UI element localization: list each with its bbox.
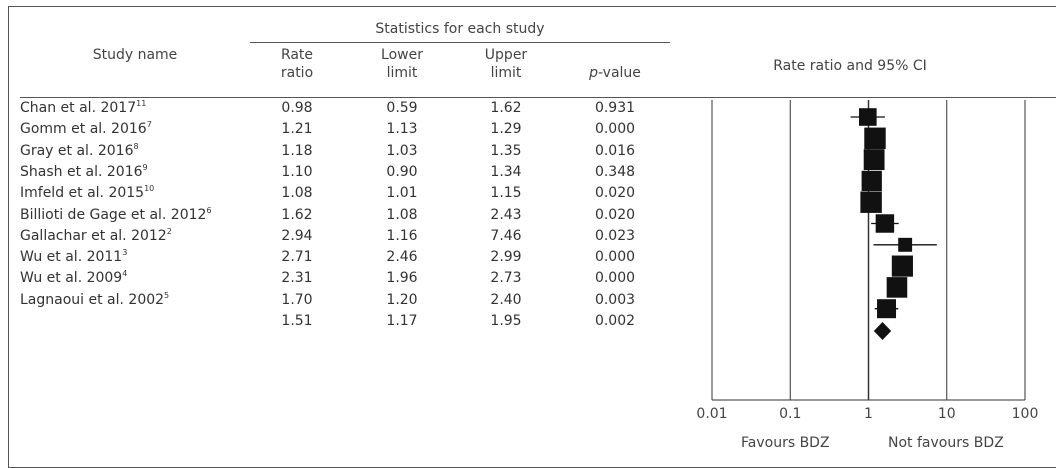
study-name: Gray et al. 20168 — [20, 141, 139, 159]
lower-limit-cell: 1.01 — [386, 185, 418, 202]
p-value-cell: 0.020 — [594, 185, 636, 202]
rate-ratio-cell: 2.71 — [281, 249, 313, 266]
favours-left-label: Favours BDZ — [741, 435, 830, 451]
upper-limit-cell: 1.15 — [490, 185, 522, 202]
x-tick-label: 1 — [864, 406, 873, 422]
study-name: Wu et al. 20094 — [20, 269, 128, 287]
upper-limit-cell: 7.46 — [490, 227, 522, 244]
upper-limit-cell: 1.34 — [490, 163, 522, 180]
rate-ratio-header: Rate ratio — [280, 47, 314, 81]
lower-limit-cell: 1.20 — [386, 291, 418, 308]
upper-limit-cell: 2.43 — [490, 206, 522, 223]
lower-limit-cell: 1.96 — [386, 270, 418, 287]
lower-limit-header: Lower limit — [381, 47, 423, 81]
p-value-cell: 0.003 — [594, 291, 636, 308]
lower-limit-cell: 0.59 — [386, 100, 418, 116]
summary-diamond — [873, 322, 892, 340]
study-name: Shash et al. 20169 — [20, 162, 148, 180]
study-name: Gallachar et al. 20122 — [20, 226, 172, 244]
upper-limit-cell: 1.62 — [490, 100, 522, 116]
upper-limit-cell: 1.35 — [490, 142, 522, 159]
summary-upper-limit: 1.95 — [490, 313, 522, 329]
p-value-cell: 0.016 — [594, 142, 636, 159]
x-tick-label: 0.01 — [696, 406, 728, 422]
upper-limit-cell: 2.40 — [490, 291, 522, 308]
study-name: Wu et al. 20113 — [20, 248, 128, 266]
study-name: Imfeld et al. 201510 — [20, 184, 155, 202]
lower-limit-cell: 0.90 — [386, 163, 418, 180]
point-estimate-marker — [859, 108, 877, 126]
header-underline — [20, 97, 1056, 98]
study-name: Lagnaoui et al. 20025 — [20, 290, 170, 308]
point-estimate-marker — [875, 214, 895, 233]
p-value-header: p-value — [589, 65, 641, 81]
rate-ratio-cell: 2.94 — [281, 227, 313, 244]
upper-limit-header: Upper limit — [484, 47, 528, 81]
rate-ratio-cell: 2.31 — [281, 270, 313, 287]
point-estimate-marker — [877, 299, 897, 319]
point-estimate-marker — [861, 170, 882, 192]
p-value-cell: 0.931 — [594, 100, 636, 116]
point-estimate-marker — [860, 191, 882, 213]
rate-ratio-cell: 1.18 — [281, 142, 313, 159]
study-name: Chan et al. 201711 — [20, 99, 147, 117]
upper-limit-cell: 2.73 — [490, 270, 522, 287]
study-name: Gomm et al. 20167 — [20, 120, 152, 138]
lower-limit-cell: 2.46 — [386, 249, 418, 266]
favours-right-label: Not favours BDZ — [888, 435, 1004, 451]
point-estimate-marker — [898, 237, 913, 252]
p-value-cell: 0.000 — [594, 121, 636, 138]
rate-ratio-cell: 1.70 — [281, 291, 313, 308]
lower-limit-cell: 1.13 — [386, 121, 418, 138]
x-tick-label: 100 — [1011, 406, 1039, 422]
study-name: Billioti de Gage et al. 20126 — [20, 205, 212, 223]
statistics-group-label: Statistics for each study — [375, 21, 545, 37]
rate-ratio-cell: 1.08 — [281, 185, 313, 202]
upper-limit-cell: 2.99 — [490, 249, 522, 266]
point-estimate-marker — [891, 255, 913, 277]
summary-rate-ratio: 1.51 — [281, 313, 313, 329]
p-value-cell: 0.348 — [594, 163, 636, 180]
p-value-cell: 0.023 — [594, 227, 636, 244]
summary-p-value: 0.002 — [594, 313, 636, 329]
plot-title: Rate ratio and 95% CI — [773, 58, 927, 74]
lower-limit-cell: 1.16 — [386, 227, 418, 244]
lower-limit-cell: 1.03 — [386, 142, 418, 159]
study-name-header: Study name — [92, 47, 178, 63]
p-value-cell: 0.000 — [594, 249, 636, 266]
rate-ratio-cell: 1.62 — [281, 206, 313, 223]
point-estimate-marker — [886, 277, 908, 298]
p-value-cell: 0.020 — [594, 206, 636, 223]
rate-ratio-cell: 1.21 — [281, 121, 313, 138]
x-tick-label: 0.1 — [779, 406, 802, 422]
point-estimate-marker — [863, 149, 885, 171]
point-estimate-marker — [864, 127, 886, 150]
summary-lower-limit: 1.17 — [386, 313, 418, 329]
rate-ratio-cell: 1.10 — [281, 163, 313, 180]
rate-ratio-cell: 0.98 — [281, 100, 313, 116]
p-value-cell: 0.000 — [594, 270, 636, 287]
x-tick-label: 10 — [937, 406, 956, 422]
upper-limit-cell: 1.29 — [490, 121, 522, 138]
statistics-group-underline — [250, 42, 670, 43]
lower-limit-cell: 1.08 — [386, 206, 418, 223]
